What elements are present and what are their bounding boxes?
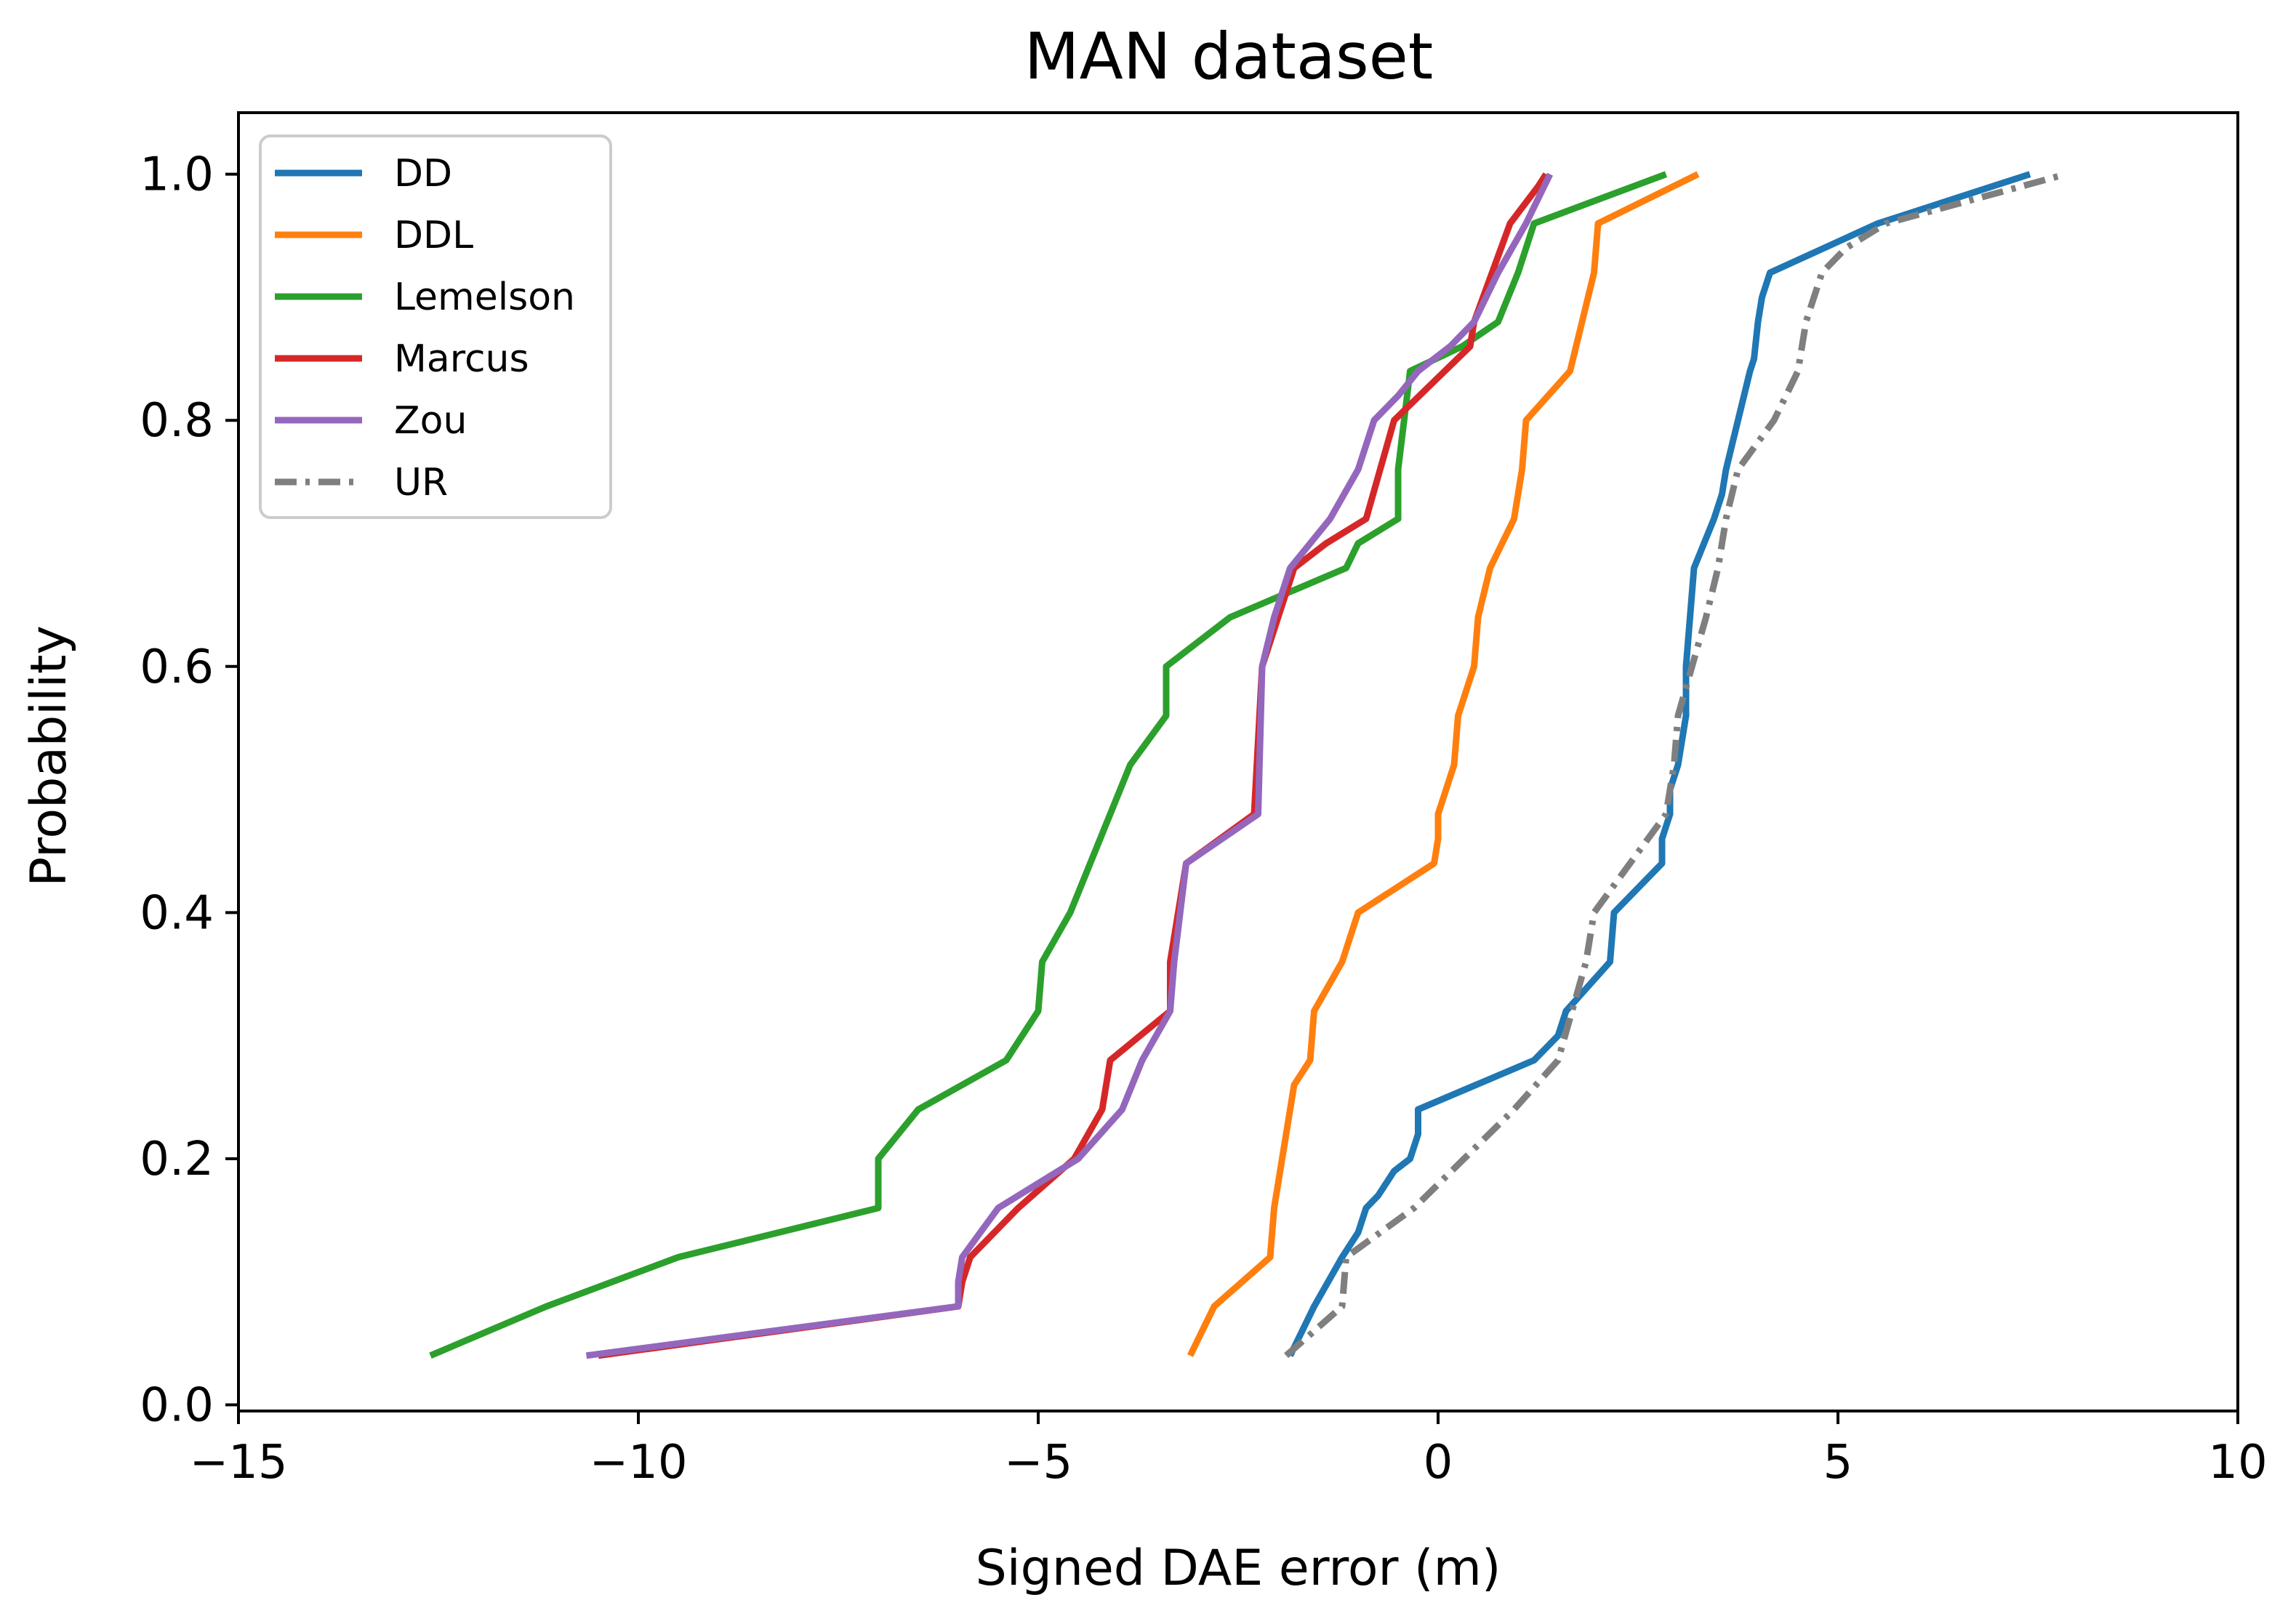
y-axis-ticks: 0.0 0.2 0.4 0.6 0.8 1.0 (140, 148, 238, 1433)
x-axis-label: Signed DAE error (m) (976, 1540, 1501, 1597)
series-line-ur (1284, 171, 2067, 1359)
legend-label-ddl: DDL (394, 214, 473, 257)
series-line-zou (585, 172, 1554, 1359)
y-tick-label: 0.4 (140, 886, 214, 940)
legend-label-lemelson: Lemelson (394, 276, 575, 319)
plot-lines (429, 171, 2067, 1359)
y-tick-label: 0.2 (140, 1133, 214, 1186)
legend-label-dd: DD (394, 152, 452, 196)
legend-label-marcus: Marcus (394, 337, 529, 381)
y-tick-label: 0.6 (140, 640, 214, 694)
x-tick-label: −15 (189, 1436, 287, 1490)
x-axis-ticks: −15 −10 −5 0 5 10 (189, 1411, 2268, 1490)
legend-label-ur: UR (394, 461, 448, 505)
x-tick-label: −5 (1004, 1436, 1072, 1490)
legend: DD DDL Lemelson Marcus Zou UR (259, 134, 612, 519)
chart-title: MAN dataset (1024, 19, 1434, 94)
series-line-ddl (1187, 171, 1700, 1357)
x-tick-label: 0 (1424, 1436, 1453, 1490)
y-tick-label: 1.0 (140, 148, 214, 202)
y-tick-label: 0.0 (140, 1379, 214, 1433)
x-tick-label: 5 (1823, 1436, 1853, 1490)
plot-frame (237, 111, 2239, 1412)
y-axis-label: Probability (20, 625, 78, 886)
x-tick-label: 10 (2208, 1436, 2267, 1490)
y-tick-label: 0.8 (140, 394, 214, 448)
legend-label-zou: Zou (394, 399, 467, 443)
series-line-lemelson (429, 171, 1668, 1359)
x-tick-label: −10 (589, 1436, 687, 1490)
